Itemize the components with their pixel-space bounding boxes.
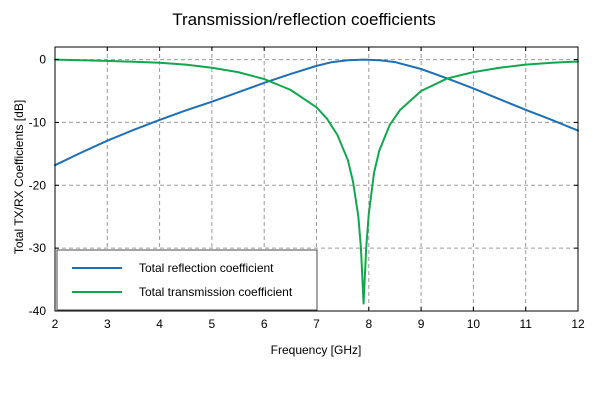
x-tick-label: 2: [52, 317, 59, 331]
chart-title: Transmission/reflection coefficients: [172, 10, 436, 29]
x-tick-label: 9: [418, 317, 425, 331]
x-tick-label: 11: [519, 317, 532, 331]
legend-box: [56, 249, 318, 311]
y-tick-label: 0: [39, 53, 46, 67]
x-tick-label: 12: [571, 317, 585, 331]
transmission-series-line: [54, 58, 579, 305]
x-tick-label: 8: [365, 317, 372, 331]
x-tick-label: 10: [467, 317, 481, 331]
y-tick-label: -20: [29, 178, 47, 192]
legend-label: Total transmission coefficient: [139, 285, 293, 299]
reflection-series-line: [54, 58, 579, 167]
x-tick-label: 3: [104, 317, 111, 331]
x-tick-label: 7: [313, 317, 320, 331]
y-tick-label: -40: [29, 304, 47, 318]
legend-label: Total reflection coefficient: [139, 261, 274, 275]
legend: Total reflection coefficient Total transm…: [56, 249, 318, 311]
y-tick-label: -10: [29, 115, 47, 129]
y-axis-label: Total TX/RX Coefficients [dB]: [12, 100, 26, 254]
axis-ticks: 2 3 4 5 6 7 8 9 10 11 12 0 -10 -20 -30 -40: [29, 47, 585, 331]
x-tick-label: 4: [156, 317, 163, 331]
y-tick-label: -30: [29, 241, 47, 255]
x-axis-label: Frequency [GHz]: [271, 343, 362, 357]
x-tick-label: 5: [209, 317, 216, 331]
x-tick-label: 6: [261, 317, 268, 331]
series-lines: [54, 58, 579, 305]
